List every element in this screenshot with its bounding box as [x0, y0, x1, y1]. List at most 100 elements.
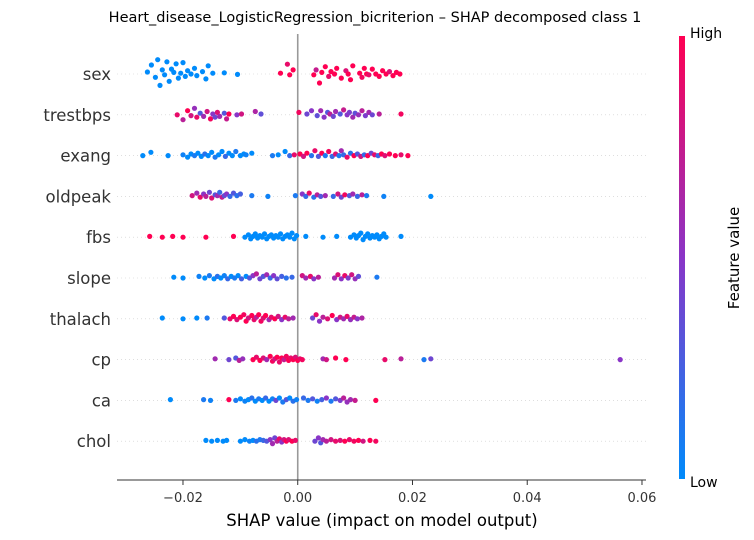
shap-point: [325, 316, 331, 322]
shap-point: [221, 110, 227, 116]
shap-point: [284, 61, 290, 67]
shap-point: [303, 233, 309, 239]
shap-point: [234, 112, 240, 118]
shap-point: [209, 195, 215, 201]
shap-point: [323, 395, 329, 401]
shap-point: [249, 193, 255, 199]
shap-point: [206, 189, 212, 195]
shap-point: [344, 313, 350, 319]
shap-point: [227, 193, 233, 199]
shap-point: [343, 357, 349, 363]
shap-point: [194, 73, 200, 79]
shap-point: [359, 108, 365, 114]
shap-point: [300, 395, 307, 401]
shap-point: [290, 67, 296, 73]
shap-point: [238, 111, 245, 117]
shap-point: [398, 111, 404, 117]
shap-point: [191, 105, 198, 111]
shap-point: [289, 230, 295, 236]
shap-point: [152, 74, 158, 80]
shap-point: [182, 73, 188, 79]
shap-point: [195, 150, 201, 156]
shap-point: [349, 272, 355, 278]
shap-point: [204, 108, 210, 115]
colorbar-high-label: High: [690, 26, 722, 42]
shap-point: [283, 353, 289, 359]
shap-point: [282, 148, 288, 155]
shap-point: [398, 233, 404, 239]
shap-point: [243, 152, 249, 158]
x-tick-label: 0.02: [398, 491, 427, 506]
shap-point: [216, 152, 222, 158]
shap-point: [274, 354, 280, 360]
shap-point: [147, 233, 153, 239]
shap-point: [397, 71, 403, 77]
shap-point: [157, 82, 163, 88]
shap-point: [240, 356, 246, 362]
shap-point: [304, 111, 310, 117]
shap-point: [313, 67, 319, 73]
shap-point: [290, 315, 296, 321]
shap-point: [330, 193, 336, 199]
shap-point: [392, 153, 398, 159]
shap-point: [204, 315, 210, 321]
shap-point: [194, 114, 200, 120]
shap-point: [221, 70, 227, 76]
shap-point: [333, 108, 339, 115]
shap-point: [355, 112, 362, 118]
feature-label: slope: [67, 269, 111, 288]
shap-point: [279, 273, 285, 279]
shap-point: [376, 73, 382, 79]
x-tick-label: −0.02: [163, 491, 203, 506]
shap-point: [166, 78, 172, 84]
shap-point: [342, 192, 348, 198]
shap-point: [159, 234, 165, 240]
shap-point: [221, 273, 227, 279]
shap-point: [320, 234, 326, 240]
shap-point: [180, 60, 186, 66]
shap-point: [347, 397, 354, 403]
shap-point: [315, 153, 321, 159]
shap-point: [249, 312, 255, 319]
shap-point: [185, 108, 191, 114]
feature-label: oldpeak: [46, 187, 112, 206]
shap-point: [212, 356, 218, 362]
shap-point: [264, 272, 270, 278]
shap-point: [287, 234, 293, 240]
shap-point: [319, 397, 325, 403]
shap-point: [315, 435, 321, 441]
feature-label: cp: [91, 351, 111, 370]
shap-point: [206, 273, 212, 279]
shap-point: [249, 150, 255, 156]
shap-point: [357, 70, 363, 76]
shap-point: [238, 276, 245, 282]
shap-point: [253, 271, 259, 277]
shap-point: [207, 397, 214, 403]
feature-label: fbs: [86, 228, 111, 247]
shap-point: [291, 152, 297, 158]
shap-point: [191, 65, 198, 71]
shap-point: [188, 113, 194, 119]
shap-point: [201, 397, 207, 403]
shap-point: [312, 148, 318, 154]
shap-point: [315, 274, 321, 280]
shap-point: [369, 66, 375, 72]
shap-point: [180, 117, 186, 123]
shap-point: [148, 62, 154, 68]
shap-point: [219, 148, 225, 155]
shap-point: [203, 193, 209, 199]
shap-point: [354, 316, 360, 322]
row-guides: [117, 73, 646, 442]
shap-point: [226, 111, 232, 117]
shap-point: [336, 153, 342, 159]
shap-point: [310, 315, 316, 321]
shap-point: [196, 273, 202, 279]
shap-point: [398, 152, 404, 158]
shap-point: [360, 438, 366, 444]
x-tick-label: 0.06: [628, 491, 657, 506]
shap-point: [294, 233, 300, 239]
shap-point: [386, 151, 393, 157]
shap-point: [226, 397, 232, 403]
shap-point: [374, 232, 380, 238]
x-axis-label: SHAP value (impact on model output): [226, 511, 537, 530]
